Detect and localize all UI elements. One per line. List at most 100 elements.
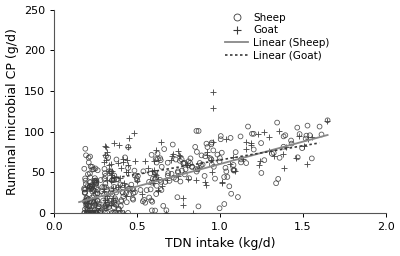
Point [83,182,89,186]
Point [173,157,179,162]
Point [102,171,108,175]
Point [163,208,170,212]
Point [231,169,238,173]
Point [88,211,95,215]
Point [178,157,185,162]
Point [94,199,101,203]
Point [99,185,106,189]
Point [92,199,98,203]
Point [86,156,92,160]
Point [204,150,210,154]
Point [243,161,250,165]
Point [184,163,191,167]
Point [173,177,179,182]
Point [102,153,108,157]
Point [117,182,124,186]
Point [111,174,118,178]
Point [153,192,159,196]
Point [86,211,92,215]
Point [83,153,89,157]
Point [148,198,154,202]
Point [186,176,192,180]
Point [113,190,119,195]
Point [176,153,182,157]
Point [316,124,323,129]
Point [125,187,132,191]
Point [235,195,241,199]
Point [134,178,140,182]
Point [131,168,138,173]
Point [210,148,216,152]
Point [147,187,154,191]
Point [101,193,107,197]
Point [103,185,109,189]
Point [89,211,95,215]
Point [280,152,286,156]
Point [91,167,97,171]
Point [216,159,223,164]
Point [149,200,156,204]
Point [294,155,301,159]
Point [121,211,127,215]
Point [93,182,99,186]
Point [85,204,91,208]
Point [84,211,90,215]
Point [158,158,164,162]
Point [152,172,158,176]
Point [203,183,210,187]
Point [88,183,95,187]
Point [180,162,187,166]
Point [175,170,181,175]
Point [157,156,163,160]
Point [258,171,264,175]
Point [250,132,257,136]
Point [109,178,116,182]
Point [150,181,156,185]
Point [82,176,88,180]
Point [150,177,156,181]
Point [309,156,315,161]
Point [87,184,94,188]
Point [164,174,171,178]
Point [204,153,210,157]
Point [230,168,237,173]
Point [324,118,331,122]
Point [152,208,158,212]
Point [162,180,168,184]
Point [123,191,129,195]
Point [93,185,100,189]
Point [82,199,88,204]
Point [140,169,146,173]
Point [302,136,309,141]
Point [94,188,101,192]
Point [84,211,91,215]
Point [202,154,208,158]
Point [132,173,138,177]
Point [88,185,95,189]
Point [110,211,116,215]
Point [83,196,90,200]
Point [101,204,108,208]
Point [91,200,97,205]
Point [208,156,214,161]
Point [180,161,187,165]
Point [113,177,120,182]
Point [124,163,131,167]
Point [109,178,115,183]
Point [218,180,225,184]
Point [103,203,109,207]
Point [153,148,160,152]
Point [243,140,249,144]
Point [105,169,112,173]
Point [102,197,108,201]
Point [104,178,110,182]
Point [177,179,184,184]
Point [86,204,92,208]
Point [111,141,118,145]
Point [152,177,158,181]
Point [112,202,118,206]
Point [94,168,101,172]
Point [203,142,210,146]
Point [258,141,264,145]
Point [110,186,116,190]
